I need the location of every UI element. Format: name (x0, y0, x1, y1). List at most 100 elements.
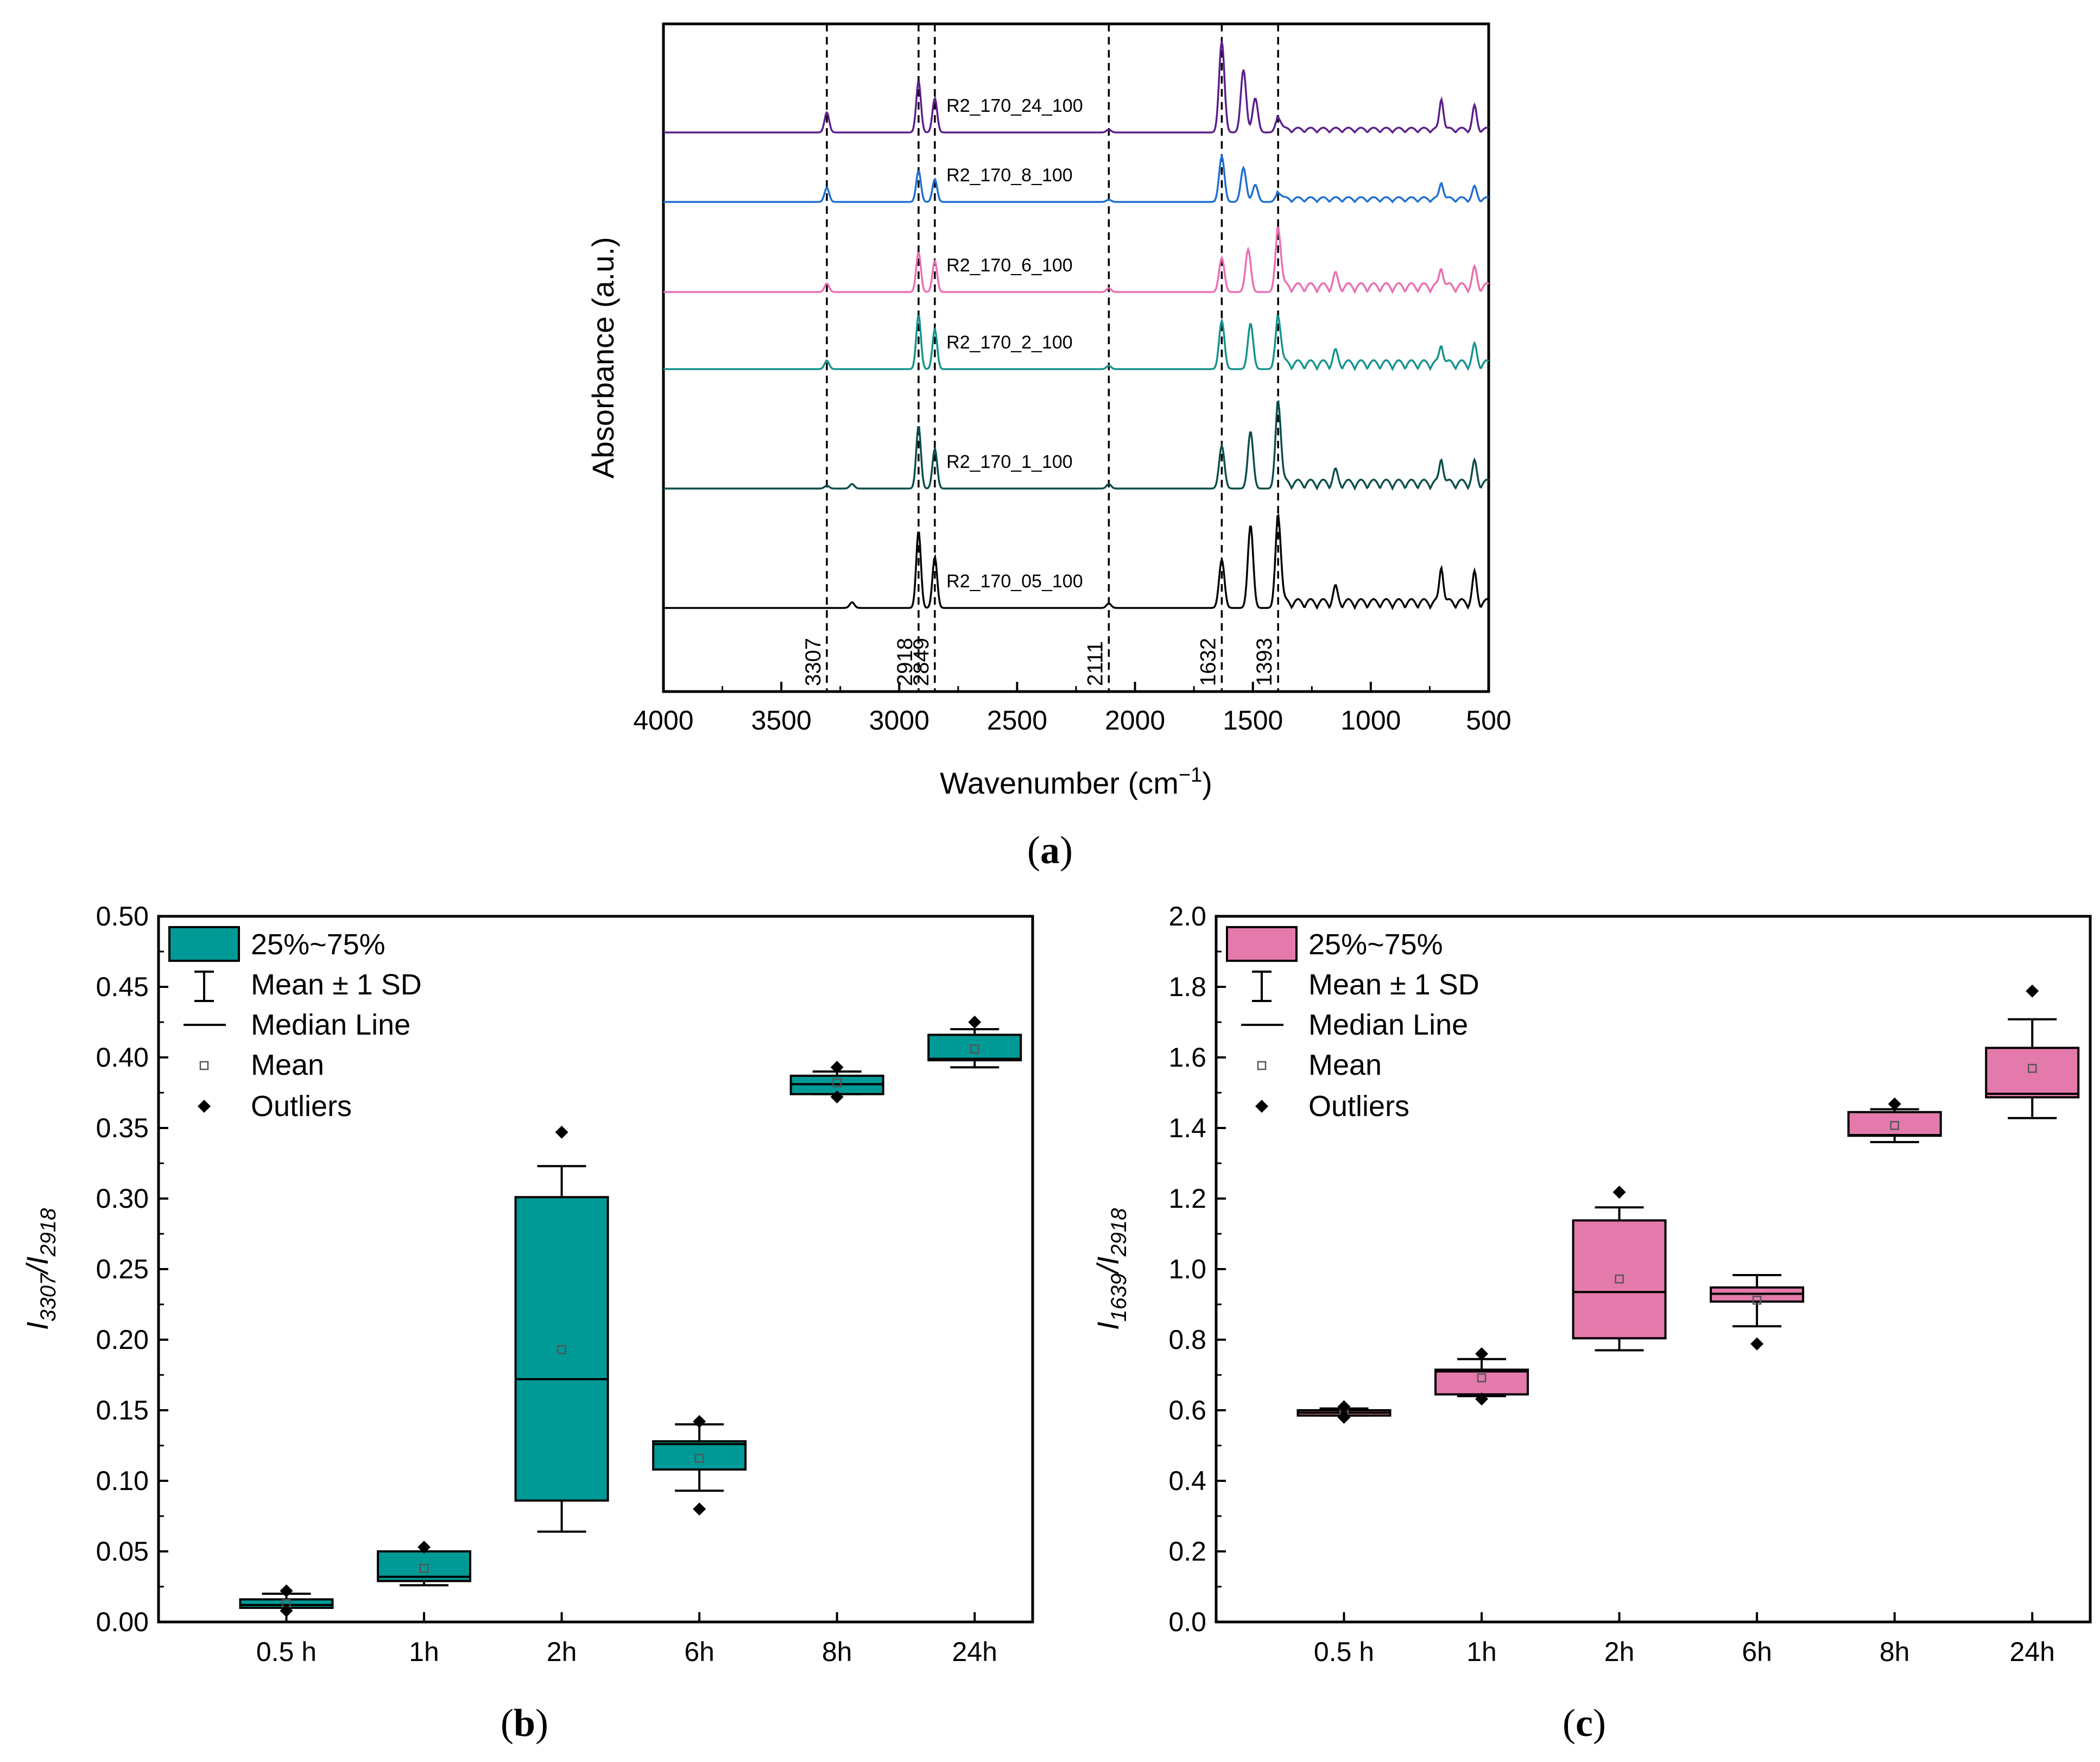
mean-marker (832, 1078, 842, 1088)
y-tick-label: 0.00 (96, 1607, 149, 1637)
y-tick-label: 0.30 (96, 1183, 149, 1214)
y-tick-label: 0.35 (96, 1113, 149, 1143)
x-tick-label: 1000 (1340, 705, 1401, 736)
x-tick-label: 4000 (633, 705, 693, 736)
y-tick-label: 1.6 (1168, 1042, 1206, 1073)
x-tick-label: 1h (1466, 1637, 1497, 1667)
x-tick-label: 24h (952, 1637, 997, 1667)
reference-label: 1393 (1253, 638, 1276, 686)
legend-mean-label: Mean (1308, 1049, 1382, 1081)
outlier-marker (1612, 1186, 1626, 1199)
x-tick-label: 500 (1466, 705, 1511, 736)
x-tick-label: 2h (1604, 1637, 1635, 1667)
reference-label: 1632 (1196, 638, 1220, 686)
spectrum-line (663, 314, 1490, 372)
legend-box-swatch (1226, 926, 1298, 962)
legend-mean-label: Mean (251, 1049, 324, 1081)
outlier-marker (830, 1061, 844, 1074)
outlier-marker (1750, 1337, 1764, 1351)
panel-b-content: 0.00 0.05 0.10 0.15 0.20 0.25 0.30 0.35 0.40 0.45… (96, 901, 1022, 1667)
panel-a-letter: (a) (1027, 828, 1073, 872)
trace-label: R2_170_05_100 (946, 571, 1083, 592)
outlier-marker (693, 1503, 706, 1516)
outlier-marker (1337, 1411, 1351, 1424)
panel-c-content: 0.0 0.2 0.4 0.6 0.8 1.0 1.2 1.4 1.6 1.8 2.0 0.5 h 1h… (1168, 901, 2080, 1667)
mean-marker (1890, 1121, 1899, 1130)
panel-b-letter: (b) (501, 1701, 548, 1745)
outlier-marker (830, 1090, 844, 1104)
y-tick-label: 1.4 (1168, 1113, 1206, 1143)
reference-label: 3307 (801, 638, 825, 686)
y-tick-label: 0.4 (1168, 1466, 1206, 1496)
reference-label: 2918 (893, 638, 917, 686)
legend-outlier-swatch (1255, 1100, 1268, 1113)
y-tick-label: 0.2 (1168, 1536, 1206, 1567)
legend-box-swatch (168, 926, 240, 962)
spectrum-line (663, 153, 1489, 204)
trace-label: R2_170_8_100 (946, 165, 1073, 186)
legend-box-label: 25%~75% (1308, 928, 1443, 961)
x-tick-label: 24h (2010, 1637, 2055, 1667)
box-iqr (927, 1034, 1022, 1062)
outlier-marker (1888, 1097, 1901, 1111)
box-iqr (1572, 1219, 1667, 1340)
box-iqr (514, 1196, 609, 1502)
legend-mean-swatch (199, 1061, 209, 1070)
mean-marker (1752, 1295, 1762, 1305)
outlier-marker (555, 1125, 568, 1139)
x-tick-label: 6h (1742, 1637, 1772, 1667)
y-tick-label: 0.15 (96, 1395, 149, 1425)
x-tick-label: 0.5 h (1314, 1637, 1374, 1667)
trace-label: R2_170_1_100 (946, 452, 1073, 472)
outlier-marker (968, 1016, 982, 1029)
y-tick-label: 0.40 (96, 1042, 149, 1073)
x-tick-label: 3500 (751, 705, 812, 736)
x-tick-label: 2500 (987, 705, 1047, 736)
panel-b-box-chart: 0.00 0.05 0.10 0.15 0.20 0.25 0.30 0.35 0.40 0.45… (20, 901, 1034, 1745)
panel-a-ylabel: Absorbance (a.u.) (586, 237, 620, 478)
spectrum-line (663, 41, 1489, 134)
outlier-marker (280, 1604, 293, 1618)
mean-marker (419, 1563, 429, 1573)
reference-label: 2849 (909, 638, 933, 686)
mean-marker (970, 1044, 979, 1054)
panel-b-ylabel: I3307/I2918 (20, 1208, 60, 1330)
outlier-marker (280, 1584, 293, 1598)
reference-label: 2111 (1083, 641, 1107, 686)
legend-whisker-label: Mean ± 1 SD (251, 968, 422, 1001)
mean-marker (1615, 1274, 1624, 1284)
legend-outlier-swatch (198, 1100, 211, 1113)
trace-label: R2_170_2_100 (946, 332, 1073, 353)
x-tick-label: 8h (1880, 1637, 1910, 1667)
mean-marker (2027, 1063, 2037, 1073)
outlier-marker (2026, 984, 2039, 998)
trace-label: R2_170_24_100 (946, 96, 1083, 116)
y-tick-label: 1.2 (1168, 1183, 1206, 1214)
panel-c-ylabel: I1639/I2918 (1091, 1208, 1131, 1330)
y-tick-label: 0.8 (1168, 1324, 1206, 1355)
y-tick-label: 0.45 (96, 972, 149, 1002)
y-tick-label: 2.0 (1168, 901, 1206, 931)
outlier-marker (1475, 1392, 1489, 1406)
x-tick-label: 3000 (869, 705, 929, 736)
x-tick-label: 2h (547, 1637, 577, 1667)
x-tick-label: 2000 (1105, 705, 1165, 736)
legend-median-label: Median Line (1308, 1009, 1468, 1041)
outlier-marker (1337, 1400, 1351, 1414)
mean-marker (694, 1454, 704, 1463)
y-tick-label: 0.6 (1168, 1395, 1206, 1425)
spectra-traces: R2_170_24_100 R2_170_8_100 R2_170_6_100 R2_… (663, 41, 1490, 611)
x-axis: 4000 3500 3000 2500 2000 1500 1000 500 (633, 682, 1511, 736)
mean-marker (557, 1345, 566, 1354)
y-tick-label: 1.8 (1168, 972, 1206, 1002)
legend-median-label: Median Line (251, 1009, 410, 1041)
x-tick-label: 0.5 h (256, 1637, 317, 1667)
y-tick-label: 0.05 (96, 1536, 149, 1567)
spectrum-line (663, 226, 1490, 295)
x-tick-label: 8h (822, 1637, 852, 1667)
y-tick-label: 0.10 (96, 1466, 149, 1496)
legend-outlier-label: Outliers (251, 1090, 352, 1123)
y-tick-label: 1.0 (1168, 1254, 1206, 1284)
